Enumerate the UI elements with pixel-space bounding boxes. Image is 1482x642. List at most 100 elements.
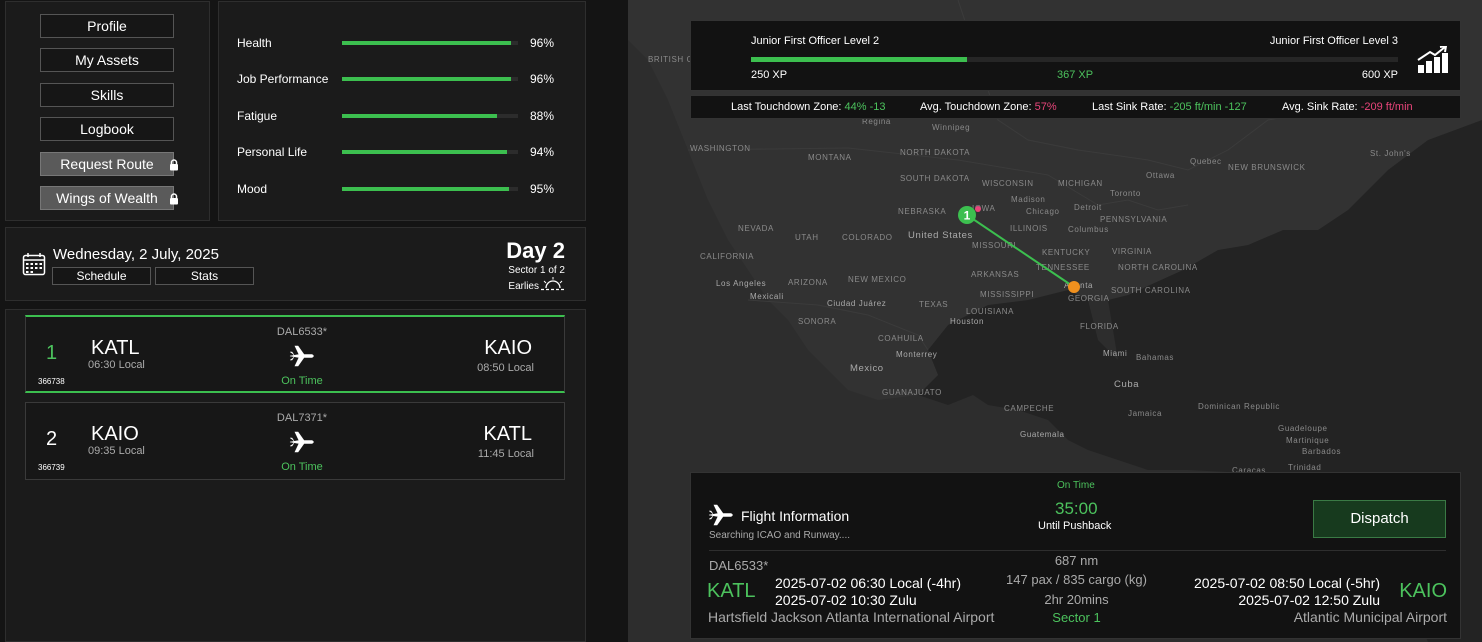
menu-button[interactable]: Skills	[40, 82, 174, 107]
map-label: Caracas	[1232, 466, 1266, 475]
map-label: TENNESSEE	[1036, 263, 1090, 272]
map-label: Houston	[950, 317, 984, 326]
flight-card[interactable]: 2 366739 KAIO 09:35 Local DAL7371* On Time KAT…	[25, 402, 565, 480]
flight-id: 366738	[38, 377, 65, 386]
map-label: SOUTH DAKOTA	[900, 174, 970, 183]
map-label: TEXAS	[919, 300, 948, 309]
stat-value: 57%	[1034, 101, 1057, 113]
map-label: ARKANSAS	[971, 270, 1019, 279]
xp-fill	[751, 57, 968, 62]
map-label: WISCONSIN	[982, 179, 1034, 188]
flight-code: DAL6533*	[276, 326, 328, 338]
arrival-time: 11:45 Local	[477, 448, 534, 460]
stat-bar	[342, 77, 511, 82]
from-icao: KAIO	[91, 423, 139, 445]
menu-button[interactable]: Logbook	[40, 117, 174, 142]
menu-button[interactable]: Request Route	[40, 151, 174, 176]
xp-current: 367 XP	[1057, 69, 1094, 81]
map-label: Martinique	[1286, 436, 1329, 445]
dispatch-button[interactable]: Dispatch	[1313, 500, 1446, 538]
origin-local: 2025-07-02 06:30 Local (-4hr)	[775, 575, 962, 591]
map-label: Ottawa	[1146, 171, 1175, 180]
map-label: Cuba	[1114, 379, 1139, 390]
xp-min: 250 XP	[751, 69, 788, 81]
destination-local: 2025-07-02 08:50 Local (-5hr)	[1193, 575, 1380, 591]
stat-bar	[342, 186, 510, 191]
map-label: Regina	[862, 117, 891, 126]
flight-code: DAL6533*	[709, 558, 769, 573]
stat-name: Avg. Touchdown Zone:	[920, 101, 1032, 113]
menu-button[interactable]: Wings of Wealth	[40, 186, 174, 210]
flight-id: 366739	[38, 463, 65, 472]
map-label: KENTUCKY	[1042, 248, 1090, 257]
map-label: Trinidad	[1288, 463, 1321, 472]
plane-icon	[289, 345, 314, 367]
stat-name: Mood	[237, 181, 268, 196]
stat-track	[342, 77, 518, 82]
divider	[709, 550, 1446, 551]
map-label: ILLINOIS	[1010, 224, 1048, 233]
from-icao: KATL	[91, 337, 140, 359]
map-label: PENNSYLVANIA	[1100, 215, 1167, 224]
day-panel: Wednesday, 2 July, 2025 Schedule Stats D…	[5, 227, 586, 301]
map-label: CALIFORNIA	[700, 252, 754, 261]
flight-info-panel: On Time 35:00 Until Pushback Flight Info…	[690, 472, 1461, 639]
stat-value: -205 ft/min -127	[1169, 101, 1247, 113]
stat-bar	[342, 41, 511, 45]
sector: Sector 1	[1052, 610, 1101, 625]
departure-time: 06:30 Local	[88, 359, 145, 371]
to-icao: KAIO	[484, 337, 532, 359]
route-line	[966, 214, 1075, 288]
border	[687, 147, 1189, 211]
sector: Sector 1 of 2	[508, 265, 565, 276]
countdown-label: Until Pushback	[1038, 520, 1112, 532]
stat-name: Avg. Sink Rate:	[1282, 101, 1358, 113]
map-label: MONTANA	[808, 153, 852, 162]
landing-stat: Avg. Touchdown Zone: 57%	[920, 101, 1057, 113]
map-label: NORTH DAKOTA	[900, 148, 970, 157]
calendar-icon	[22, 253, 46, 276]
plane-icon	[289, 431, 314, 453]
day-title: Day 2	[506, 238, 565, 263]
map-label: St. John's	[1370, 149, 1411, 158]
plane-icon	[708, 504, 733, 526]
flight-card[interactable]: 1 366738 KATL 06:30 Local DAL6533* On Time KAI…	[25, 315, 565, 393]
origin-zulu: 2025-07-02 10:30 Zulu	[775, 592, 917, 608]
destination-name: Atlantic Municipal Airport	[1293, 609, 1447, 625]
date: Wednesday, 2 July, 2025	[53, 246, 219, 263]
map-label: Toronto	[1110, 189, 1141, 198]
map-label: NEBRASKA	[898, 207, 946, 216]
map-label: MICHIGAN	[1058, 179, 1103, 188]
stat-name: Fatigue	[237, 108, 278, 123]
flight-status: On Time	[281, 461, 323, 473]
map-label: NORTH CAROLINA	[1118, 263, 1198, 272]
schedule-button[interactable]: Schedule	[52, 267, 151, 285]
progress-icon	[1417, 46, 1448, 73]
stats-button[interactable]: Stats	[155, 267, 254, 285]
destination-marker[interactable]	[1068, 281, 1080, 293]
map-label: FLORIDA	[1080, 322, 1119, 331]
stat-track	[342, 113, 518, 118]
xp-max: 600 XP	[1361, 69, 1398, 81]
map-label: COAHUILA	[878, 334, 924, 343]
menu-button[interactable]: My Assets	[40, 48, 174, 73]
landing-stat: Avg. Sink Rate: -209 ft/min	[1282, 101, 1413, 113]
departure-time: 09:35 Local	[88, 445, 145, 457]
map-label: Dominican Republic	[1198, 402, 1280, 411]
map-label: Los Angeles	[716, 279, 766, 288]
map-label: IOWA	[972, 204, 995, 213]
map-label: Detroit	[1074, 203, 1102, 212]
map-label: UTAH	[795, 233, 819, 242]
menu-button[interactable]: Profile	[40, 14, 174, 38]
origin-marker[interactable]	[958, 206, 976, 224]
map-label: NEW BRUNSWICK	[1228, 163, 1306, 172]
arrival-time: 08:50 Local	[477, 362, 534, 374]
shift: Earlies	[508, 281, 539, 292]
origin-name: Hartsfield Jackson Atlanta International…	[708, 609, 995, 625]
destination-zulu: 2025-07-02 12:50 Zulu	[1238, 592, 1380, 608]
map-label: Chicago	[1026, 207, 1060, 216]
flight-info-title: Flight Information	[741, 508, 850, 524]
map-label: Columbus	[1068, 225, 1109, 234]
current-level: Junior First Officer Level 2	[751, 35, 880, 47]
sunrise-icon	[541, 277, 565, 291]
